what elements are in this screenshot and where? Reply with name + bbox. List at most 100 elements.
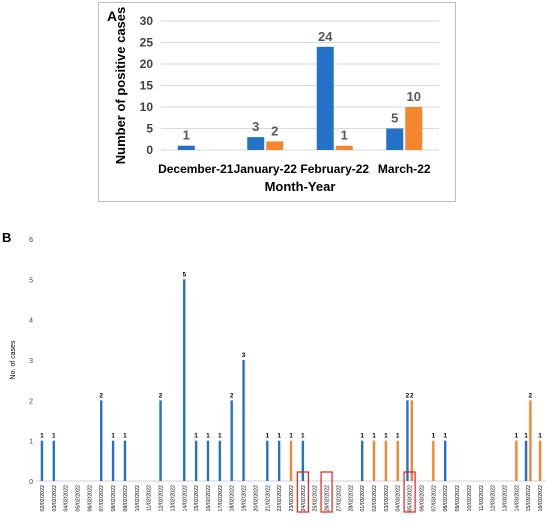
y-tick-label-a: 15 [140, 79, 154, 93]
bar-a [335, 145, 353, 150]
y-tick-label-b: 5 [29, 277, 33, 284]
x-tick-label-b: 15/03/2022 [526, 485, 532, 512]
data-label-b: 1 [396, 433, 400, 440]
y-tick-label-a: 10 [140, 100, 154, 114]
bar-b [443, 440, 447, 481]
x-tick-label-b: 18/02/2022 [230, 485, 236, 512]
y-tick-label-b: 2 [29, 398, 33, 405]
x-tick-label-b: 26/02/2022 [325, 485, 331, 512]
data-label-a: 3 [252, 119, 259, 134]
data-label-b: 1 [218, 433, 222, 440]
data-label-b: 1 [289, 433, 293, 440]
y-tick-label-b: 6 [29, 237, 33, 244]
x-tick-label-b: 13/03/2022 [502, 485, 508, 512]
x-tick-label-b: 28/02/2022 [348, 485, 354, 512]
x-tick-label-b: 10/03/2022 [467, 485, 473, 512]
bar-b [538, 440, 542, 481]
bar-b [432, 440, 435, 481]
x-tick-label-b: 07/02/2022 [99, 485, 105, 512]
data-label-b: 1 [524, 433, 528, 440]
data-label-b: 1 [372, 433, 376, 440]
x-tick-label-b: 27/02/2022 [336, 485, 342, 512]
x-tick-label-b: 06/02/2022 [87, 485, 93, 512]
x-tick-label-b: 10/02/2022 [135, 485, 141, 512]
bar-b [406, 400, 409, 481]
x-tick-label-b: 11/03/2022 [479, 485, 485, 511]
x-tick-label-b: 03/03/2022 [384, 485, 390, 512]
data-label-b: 1 [432, 433, 436, 440]
x-tick-label-a: February-22 [300, 162, 369, 176]
panel-b-label: B [2, 230, 11, 245]
bar-b [277, 440, 281, 481]
bar-b [123, 440, 127, 481]
x-tick-label-b: 01/03/2022 [360, 485, 366, 512]
x-tick-label-b: 08/03/2022 [443, 485, 449, 512]
data-label-b: 1 [515, 433, 519, 440]
bar-b [384, 440, 388, 481]
x-tick-label-a: March-22 [378, 162, 431, 176]
data-label-a: 1 [183, 128, 190, 143]
data-label-b: 1 [52, 433, 56, 440]
y-tick-label-b: 1 [29, 439, 33, 446]
y-tick-label-b: 0 [29, 479, 33, 486]
y-tick-label-b: 3 [29, 358, 33, 365]
bar-b [194, 440, 198, 481]
x-tick-label-b: 16/03/2022 [538, 485, 544, 512]
bar-a [405, 107, 423, 150]
y-tick-label-a: 5 [146, 122, 153, 136]
data-label-b: 2 [159, 392, 163, 399]
bar-b [40, 440, 44, 481]
bar-a [247, 137, 265, 150]
highlight-box [320, 471, 333, 513]
bar-b [100, 400, 103, 481]
bar-b [218, 440, 222, 481]
x-tick-label-b: 04/03/2022 [396, 485, 402, 512]
data-label-b: 3 [242, 352, 246, 359]
data-label-b: 1 [111, 433, 115, 440]
x-tick-label-b: 12/03/2022 [491, 485, 497, 512]
x-tick-label-b: 21/02/2022 [265, 485, 271, 512]
bar-b [206, 440, 210, 481]
bar-b [159, 400, 162, 481]
x-tick-label-b: 14/02/2022 [182, 485, 188, 512]
bar-b [111, 440, 115, 481]
data-label-b: 1 [443, 433, 447, 440]
bar-b [183, 279, 186, 481]
x-tick-label-b: 16/02/2022 [206, 485, 212, 512]
chart-b-svg: B 0 1 2 3 4 5 6 No. of cases 02/02/2022 1 03/02/202… [2, 230, 546, 513]
x-tick-label-b: 02/03/2022 [372, 485, 378, 512]
data-label-b: 2 [529, 392, 533, 399]
bar-a [177, 145, 195, 150]
bar-b [524, 440, 528, 481]
data-label-b: 1 [123, 433, 127, 440]
data-label-b: 1 [265, 433, 269, 440]
bar-b [289, 440, 293, 481]
bar-b [529, 400, 532, 481]
x-tick-label-b: 05/03/2022 [408, 485, 414, 512]
bar-b [515, 440, 518, 481]
x-tick-label-b: 12/02/2022 [159, 485, 165, 512]
x-tick-label-b: 02/02/2022 [40, 485, 46, 512]
data-label-b: 2 [410, 392, 414, 399]
x-tick-label-a: January-22 [234, 162, 298, 176]
data-label-a: 2 [271, 123, 278, 138]
x-tick-label-b: 07/03/2022 [431, 485, 437, 512]
bar-b [396, 440, 399, 481]
data-label-a: 1 [341, 128, 348, 143]
data-label-b: 1 [277, 433, 281, 440]
x-tick-label-b: 22/02/2022 [277, 485, 283, 512]
x-tick-label-b: 14/03/2022 [514, 485, 520, 512]
y-axis-title-b: No. of cases [10, 340, 17, 379]
x-axis-title-a: Month-Year [265, 179, 336, 194]
panel-a-label: A [107, 8, 117, 24]
x-tick-label-b: 24/02/2022 [301, 485, 307, 512]
data-label-a: 5 [391, 111, 398, 126]
x-tick-label-b: 13/02/2022 [170, 485, 176, 512]
bar-b [242, 360, 245, 481]
y-tick-label-a: 20 [140, 57, 154, 71]
data-label-a: 10 [407, 89, 421, 104]
y-tick-label-a: 25 [140, 36, 154, 50]
data-label-b: 1 [384, 433, 388, 440]
data-label-b: 2 [406, 392, 410, 399]
